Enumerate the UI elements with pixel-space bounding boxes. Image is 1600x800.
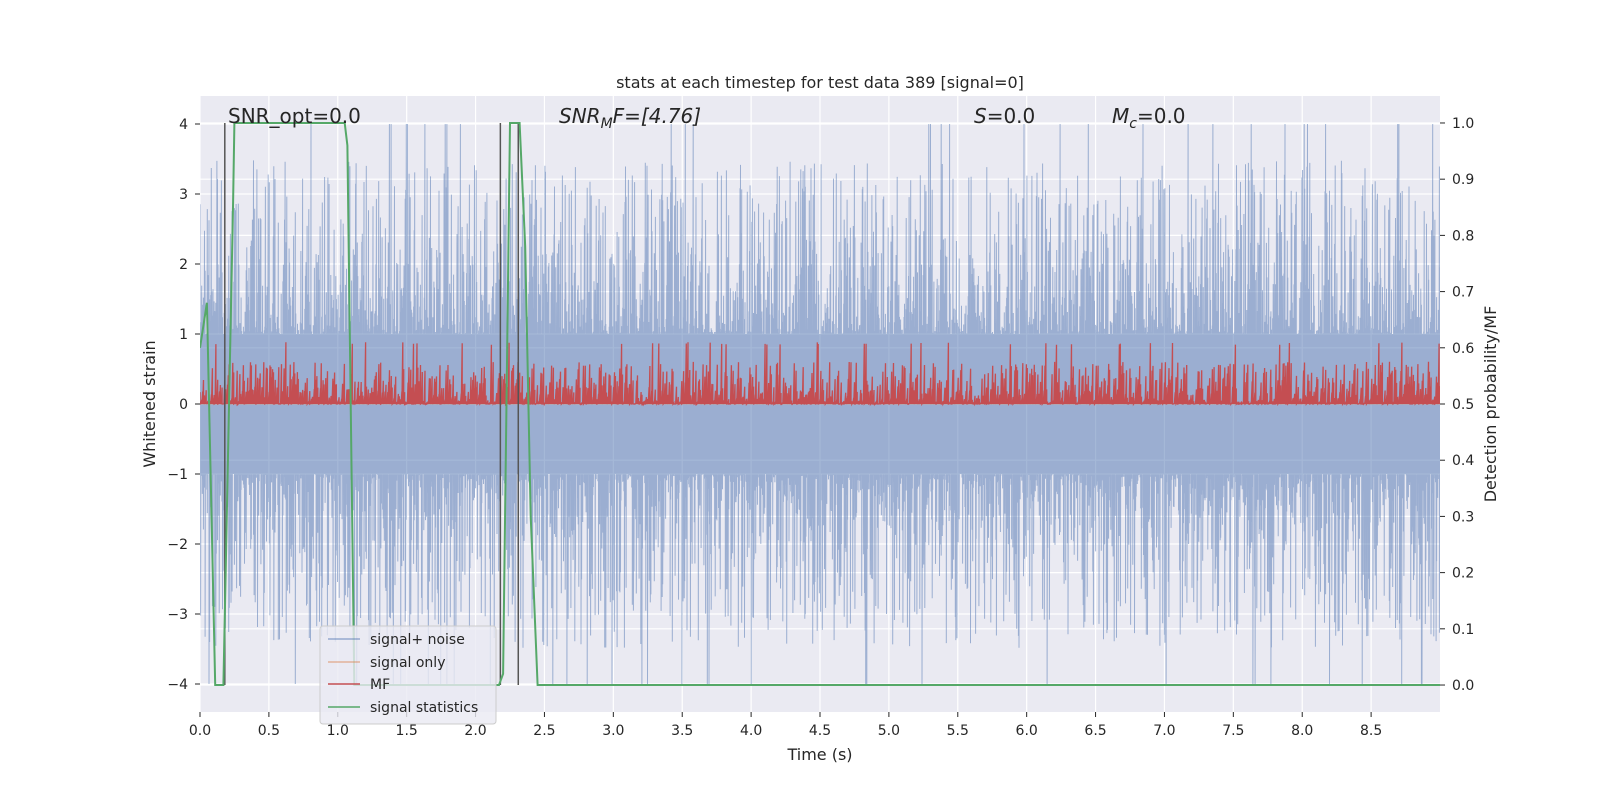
x-tick-label: 6.5: [1084, 723, 1106, 739]
annotation-s: S=0.0: [974, 104, 1035, 128]
y2-tick-label: 0.4: [1452, 453, 1474, 469]
x-tick-label: 2.0: [464, 723, 486, 739]
annotation-value: =0.0: [1137, 104, 1186, 128]
y-tick-label: 0: [179, 397, 188, 413]
x-tick-label: 7.5: [1222, 723, 1244, 739]
y2-tick-label: 0.6: [1452, 341, 1474, 357]
legend: signal+ noise signal only MF signal stat…: [319, 625, 497, 725]
y2-tick-label: 0.1: [1452, 622, 1474, 638]
y2-tick-label: 0.8: [1452, 228, 1474, 244]
y-tick-label: −2: [167, 537, 188, 553]
y-tick-label: 1: [179, 327, 188, 343]
legend-label-signal-noise: signal+ noise: [370, 632, 465, 648]
x-tick-label: 1.5: [396, 723, 418, 739]
x-axis-label: Time (s): [786, 745, 852, 764]
annotation-subscript: c: [1129, 116, 1137, 132]
x-tick-label: 3.5: [671, 723, 693, 739]
x-tick-label: 8.0: [1291, 723, 1313, 739]
x-tick-label: 0.0: [189, 723, 211, 739]
legend-label-mf: MF: [370, 677, 390, 693]
annotation-base: S: [974, 104, 987, 128]
x-tick-label: 4.5: [809, 723, 831, 739]
y-tick-label: 4: [179, 117, 188, 133]
annotation-snr-mf: SNRMF=[4.76]: [559, 104, 701, 132]
y-tick-label: 3: [179, 187, 188, 203]
y-tick-label: −4: [167, 677, 188, 693]
y2-axis-label: Detection probability/MF: [1481, 306, 1500, 503]
x-tick-label: 6.0: [1016, 723, 1038, 739]
axes: 0.0 0.5 1.0 1.5 2.0 2.5 3.0 3.5 4.0 4.5 5.0 5.5 6.0 6…: [167, 116, 1474, 739]
legend-label-signal-statistics: signal statistics: [370, 700, 478, 716]
x-tick-label: 7.0: [1153, 723, 1175, 739]
annotation-value: =0.0: [987, 104, 1036, 128]
series-mf: [200, 342, 1440, 407]
x-tick-label: 5.0: [878, 723, 900, 739]
chart-title: stats at each timestep for test data 389…: [616, 73, 1024, 92]
annotation-base: SNR: [559, 104, 601, 128]
annotation-mc: Mc=0.0: [1112, 104, 1186, 132]
y2-tick-label: 0.0: [1452, 678, 1474, 694]
annotation-value: F=[4.76]: [613, 104, 701, 128]
x-tick-label: 8.5: [1360, 723, 1382, 739]
series-signal-noise: [200, 123, 1440, 685]
y2-tick-label: 0.2: [1452, 566, 1474, 582]
x-tick-label: 0.5: [258, 723, 280, 739]
y2-tick-label: 1.0: [1452, 116, 1474, 132]
x-tick-label: 5.5: [947, 723, 969, 739]
x-tick-label: 3.0: [602, 723, 624, 739]
x-tick-label: 4.0: [740, 723, 762, 739]
legend-label-signal-only: signal only: [370, 655, 445, 671]
annotation-base: M: [1112, 104, 1129, 128]
y2-tick-label: 0.3: [1452, 509, 1474, 525]
annotation-snr-opt: SNR_opt=0.0: [228, 104, 361, 128]
y-axis-label: Whitened strain: [140, 340, 159, 467]
x-tick-label: 2.5: [533, 723, 555, 739]
x-tick-label: 1.0: [327, 723, 349, 739]
annotation-subscript: M: [601, 116, 613, 132]
y2-tick-label: 0.7: [1452, 285, 1474, 301]
y-tick-label: −1: [167, 467, 188, 483]
y2-tick-label: 0.9: [1452, 172, 1474, 188]
y2-tick-label: 0.5: [1452, 397, 1474, 413]
y-tick-label: 2: [179, 257, 188, 273]
legend-box: [319, 625, 497, 725]
y-tick-label: −3: [167, 607, 188, 623]
